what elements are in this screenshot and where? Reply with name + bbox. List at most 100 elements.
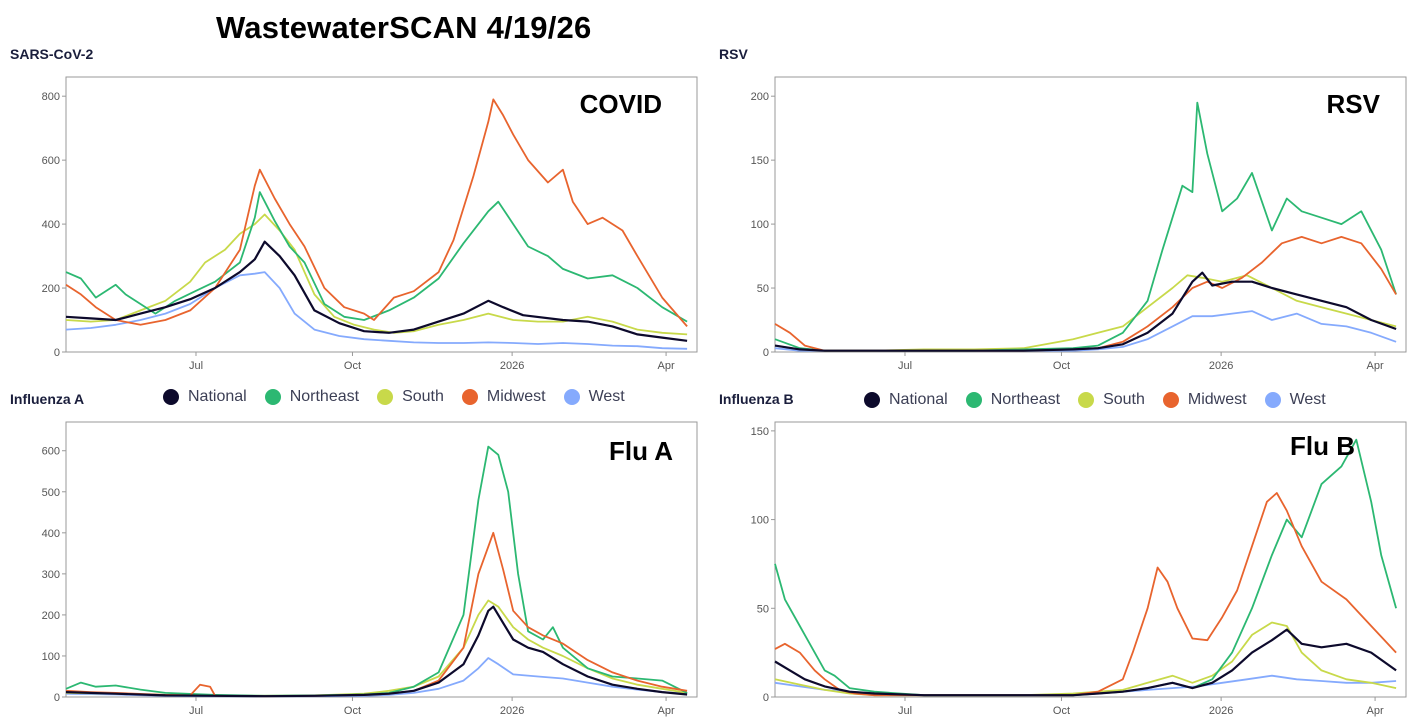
- legend-dot-west: [1264, 392, 1281, 408]
- y-tick-label: 400: [42, 528, 60, 540]
- y-tick-label: 100: [751, 219, 769, 231]
- overlay-label-rsv: RSV: [1327, 89, 1381, 119]
- y-tick-label: 200: [42, 610, 60, 622]
- series-line-national: [774, 271, 1397, 352]
- y-tick-label: 50: [757, 603, 769, 615]
- series-line-midwest: [774, 492, 1397, 697]
- series-line-national: [774, 628, 1397, 697]
- plot-frame: [774, 421, 1407, 698]
- series-line-south: [774, 274, 1397, 352]
- y-tick-label: 300: [42, 569, 60, 581]
- y-tick-label: 600: [42, 155, 60, 167]
- series-line-midwest: [65, 531, 688, 698]
- x-tick-label: Apr: [658, 705, 675, 717]
- legend-dot-midwest: [1162, 392, 1179, 408]
- x-tick-label: Oct: [1053, 360, 1070, 372]
- legend-label-south: South: [402, 388, 444, 405]
- legend-dot-midwest: [461, 389, 478, 405]
- x-tick-label: Apr: [1367, 360, 1384, 372]
- series-line-south: [65, 599, 688, 697]
- legend-label-west: West: [588, 388, 625, 405]
- series-line-midwest: [774, 236, 1397, 352]
- chart-rsv: 0 50 100 150 200 Jul Oct 2026 Apr RSV: [751, 76, 1407, 372]
- legend-label-midwest: Midwest: [1187, 391, 1247, 408]
- legend-dot-northeast: [264, 389, 281, 405]
- plot-frame: [65, 421, 698, 698]
- chart-flu-a: 0 100 200 300 400 500 600 Jul Oct 2026 Apr Flu A: [42, 421, 698, 717]
- legend-label-national: National: [889, 391, 948, 408]
- y-tick-label: 200: [751, 91, 769, 103]
- y-tick-label: 0: [763, 692, 769, 704]
- legend-label-west: West: [1289, 391, 1326, 408]
- y-tick-label: 600: [42, 446, 60, 458]
- y-tick-label: 150: [751, 155, 769, 167]
- legend-dot-national: [163, 389, 179, 405]
- legend-label-national: National: [188, 388, 247, 405]
- panel-label-covid: SARS-CoV-2: [10, 46, 94, 62]
- x-tick-label: Oct: [344, 705, 361, 717]
- series-line-south: [774, 621, 1397, 697]
- chart-covid: 0 200 400 600 800 Jul Oct 2026 Apr COVID: [42, 76, 698, 372]
- x-tick-label: 2026: [1209, 360, 1233, 372]
- series-line-west: [65, 271, 688, 350]
- legend-dot-national: [864, 392, 880, 408]
- legend-item-west[interactable]: West: [563, 388, 625, 406]
- x-tick-label: Jul: [189, 360, 203, 372]
- legend-label-northeast: Northeast: [990, 391, 1061, 408]
- y-tick-label: 400: [42, 219, 60, 231]
- series-line-northeast: [65, 191, 688, 323]
- x-tick-label: Apr: [658, 360, 675, 372]
- legend-dot-south: [1078, 392, 1095, 408]
- main-title: WastewaterSCAN 4/19/26: [216, 10, 592, 45]
- x-tick-label: Apr: [1367, 705, 1384, 717]
- legend-dot-south: [377, 389, 394, 405]
- panel-label-flu-a: Influenza A: [10, 391, 85, 407]
- series-line-national: [65, 605, 688, 698]
- legend-item-south[interactable]: South: [377, 388, 444, 406]
- legend-item-national[interactable]: National: [163, 388, 247, 406]
- series-line-national: [65, 240, 688, 342]
- chart-flu-b: 0 50 100 150 Jul Oct 2026 Apr Flu B: [751, 421, 1407, 717]
- y-tick-label: 150: [751, 426, 769, 438]
- y-tick-label: 50: [757, 283, 769, 295]
- x-tick-label: Jul: [189, 705, 203, 717]
- x-tick-label: Jul: [898, 705, 912, 717]
- x-tick-label: Oct: [1053, 705, 1070, 717]
- x-tick-label: 2026: [1209, 705, 1233, 717]
- plot-frame: [65, 76, 698, 353]
- overlay-label-flu-b: Flu B: [1290, 431, 1355, 461]
- y-tick-label: 500: [42, 487, 60, 499]
- panel-label-rsv: RSV: [719, 46, 748, 62]
- legend-dot-west: [563, 389, 580, 405]
- legend-bottom: National Northeast South Midwest West: [864, 391, 1344, 409]
- legend-item-midwest[interactable]: Midwest: [1162, 391, 1247, 409]
- legend-item-south[interactable]: South: [1078, 391, 1145, 409]
- legend-item-national[interactable]: National: [864, 391, 948, 409]
- y-tick-label: 100: [42, 651, 60, 663]
- y-tick-label: 800: [42, 91, 60, 103]
- y-tick-label: 200: [42, 283, 60, 295]
- legend-label-northeast: Northeast: [289, 388, 360, 405]
- series-line-northeast: [774, 101, 1397, 352]
- y-tick-label: 0: [54, 692, 60, 704]
- series-line-west: [774, 310, 1397, 352]
- series-line-northeast: [774, 438, 1397, 697]
- overlay-label-flu-a: Flu A: [609, 436, 673, 466]
- overlay-label-covid: COVID: [580, 89, 662, 119]
- legend-item-west[interactable]: West: [1264, 391, 1326, 409]
- legend-label-south: South: [1103, 391, 1145, 408]
- legend-item-midwest[interactable]: Midwest: [461, 388, 546, 406]
- series-line-northeast: [65, 445, 688, 697]
- series-line-midwest: [65, 98, 688, 327]
- x-tick-label: Jul: [898, 360, 912, 372]
- legend-label-midwest: Midwest: [486, 388, 546, 405]
- legend-item-northeast[interactable]: Northeast: [264, 388, 360, 406]
- panel-label-flu-b: Influenza B: [719, 391, 794, 407]
- y-tick-label: 0: [763, 347, 769, 359]
- legend-item-northeast[interactable]: Northeast: [965, 391, 1061, 409]
- legend-dot-northeast: [965, 392, 982, 408]
- x-tick-label: Oct: [344, 360, 361, 372]
- x-tick-label: 2026: [500, 705, 524, 717]
- legend-top: National Northeast South Midwest West: [163, 388, 643, 406]
